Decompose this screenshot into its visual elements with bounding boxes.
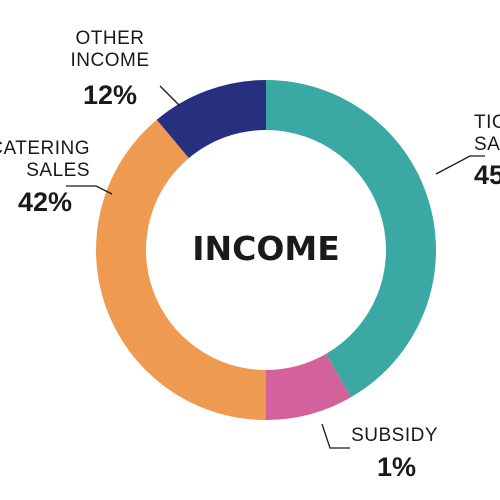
- slice-value-catering: 42%: [18, 187, 72, 217]
- slice-tickets: [266, 80, 436, 398]
- slices-layer: [96, 80, 436, 420]
- chart-title: INCOME: [192, 229, 340, 268]
- slice-value-other: 12%: [83, 80, 137, 110]
- slice-other: [156, 80, 266, 159]
- leader-line-tickets: [435, 155, 485, 175]
- slice-subsidy: [266, 353, 351, 420]
- leader-lines-layer: [66, 85, 485, 449]
- slice-label-subsidy: SUBSIDY: [351, 425, 438, 446]
- leader-line-subsidy: [321, 423, 350, 449]
- slice-label-tickets: TICKET: [474, 112, 500, 133]
- slice-catering: [96, 119, 266, 420]
- slice-label-catering: CATERING: [0, 138, 90, 159]
- labels-layer: TICKETSALES45%SUBSIDY1%CATERINGSALES42%O…: [0, 28, 500, 482]
- leader-line-catering: [66, 185, 113, 195]
- slice-label-other: INCOME: [71, 50, 150, 71]
- slice-value-subsidy: 1%: [377, 452, 416, 482]
- slice-label-catering: SALES: [26, 160, 90, 181]
- slice-label-tickets: SALES: [474, 134, 500, 155]
- leader-line-other: [159, 85, 181, 107]
- slice-value-tickets: 45%: [474, 160, 500, 190]
- slice-label-other: OTHER: [76, 28, 145, 49]
